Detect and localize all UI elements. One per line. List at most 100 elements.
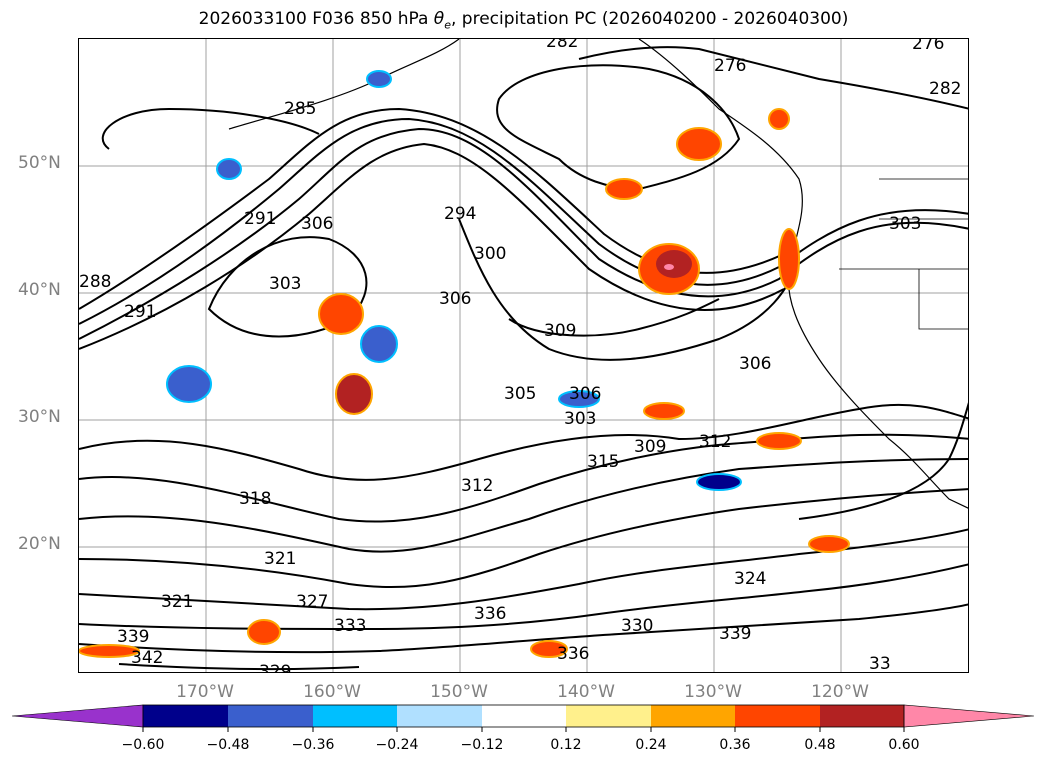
precip-patch-pos [643,402,685,420]
colorbar-tick-label: 0.36 [719,737,751,753]
colorbar-ticks [142,727,905,732]
colorbar-segment [482,705,566,727]
precip-patch-neg [216,158,242,180]
state-borders [839,178,968,330]
precip-patch-neg [696,473,742,491]
precip-patch-pos [247,619,281,645]
contour-label: 330 [621,616,653,636]
precip-patch-pos [676,127,722,161]
title-theta: θ [433,9,445,29]
colorbar-segment [228,705,313,727]
contour-303 [79,142,785,350]
longitude-label: 140°W [557,682,615,702]
contour-label: 312 [699,432,731,452]
contour-label: 282 [546,39,578,52]
contour-label: 336 [557,644,589,664]
precip-patch-pos [79,644,140,658]
precip-patch-max [664,264,674,270]
contour-label: 321 [161,592,193,612]
contour-327 [79,528,968,611]
precip-patch-pos [335,373,373,415]
longitude-label: 120°W [811,682,869,702]
precip-patches [79,70,850,658]
contour-label: 288 [79,272,111,292]
contour-label: 306 [739,354,771,374]
contour-label: 306 [301,214,333,234]
contour-label: 303 [889,214,921,234]
contour-339 [79,603,968,654]
contour-282-closed [496,64,741,191]
contour-label: 306 [569,384,601,404]
contour-label: 339 [117,627,149,647]
precip-patch-neg [166,365,212,403]
chart-title: 2026033100 F036 850 hPa θe, precipitatio… [0,9,1047,31]
contour-label: 291 [244,209,276,229]
contour-318 [79,458,968,553]
contour-label: 336 [474,604,506,624]
colorbar-segment [143,705,228,727]
colorbar-tick-label: −0.36 [291,737,335,753]
longitude-label: 170°W [176,682,234,702]
contour-label: 282 [929,79,961,99]
contour-label: 309 [634,437,666,457]
precip-patch-neg [366,70,392,88]
precip-patch-pos [605,178,643,200]
contour-label: 312 [461,476,493,496]
contour-label: 303 [564,409,596,429]
contour-label: 306 [439,289,471,309]
contour-label: 315 [587,452,619,472]
precip-patch-pos [530,640,568,658]
contour-label: 309 [544,321,576,341]
contour-label: 321 [264,549,296,569]
latitude-label: 50°N [18,153,61,173]
contour-label: 339 [719,624,751,644]
contour-labels: 285 291 306 294 300 303 306 309 276 282 … [79,39,961,673]
colorbar-segment [820,705,904,727]
contour-label: 33 [869,654,891,673]
precip-patch-neg [558,390,600,408]
contour-309 [508,298,720,337]
longitude-label: 150°W [430,682,488,702]
contour-285 [101,107,320,150]
contour-label: 300 [474,244,506,264]
colorbar-tick-label: 0.48 [804,737,836,753]
title-theta-sub: e [444,18,451,32]
colorbar-outline [142,704,905,728]
contour-306 [458,218,800,361]
precip-patch-pos [768,108,790,130]
contour-276 [578,46,968,110]
contour-342 [118,663,360,671]
contour-324-east [798,402,968,520]
contour-label: 305 [504,384,536,404]
colorbar-tick-label: 0.24 [635,737,667,753]
colorbar-tick-label: −0.12 [460,737,504,753]
contour-312 [79,403,968,481]
contour-label: 327 [296,592,328,612]
precip-patch-strong [656,250,692,278]
contour-label: 318 [239,489,271,509]
latitude-label: 30°N [18,407,61,427]
latitude-label: 40°N [18,280,61,300]
colorbar-segment [735,705,820,727]
contour-label: 285 [284,99,316,119]
colorbar-segment [397,705,482,727]
longitude-label: 130°W [684,682,742,702]
colorbar-tick-label: −0.60 [121,737,165,753]
colorbar-segment [566,705,651,727]
precip-patch-pos [318,293,364,335]
longitude-label: 160°W [303,682,361,702]
contour-label: 333 [334,616,366,636]
latitude-label: 20°N [18,534,61,554]
precip-patch-pos [778,228,800,290]
precip-patch-pos [756,432,802,450]
contour-303-closed [207,236,368,338]
contour-label: 294 [444,204,476,224]
contour-label: 291 [124,302,156,322]
map-panel[interactable]: 285 291 306 294 300 303 306 309 276 282 … [78,38,969,673]
contour-label: 324 [734,569,766,589]
contour-label: 329 [259,662,291,673]
precip-patch-neg [360,325,398,363]
title-suffix: , precipitation PC (2026040200 - 2026040… [450,9,849,29]
contour-label: 276 [714,56,746,76]
